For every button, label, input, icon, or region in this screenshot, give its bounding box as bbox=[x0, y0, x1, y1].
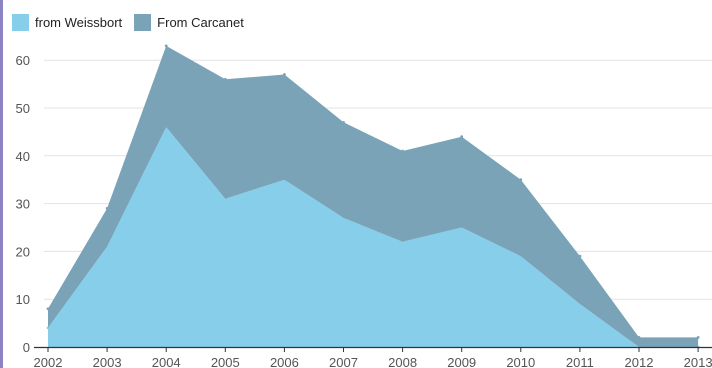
x-tick-label: 2010 bbox=[506, 355, 535, 368]
legend-label-carcanet: From Carcanet bbox=[157, 15, 244, 30]
area-series-carcanet bbox=[48, 45, 699, 348]
legend-swatch-carcanet bbox=[134, 14, 152, 31]
data-point bbox=[342, 120, 345, 124]
x-tick-label: 2012 bbox=[625, 355, 654, 368]
x-tick-label: 2007 bbox=[329, 355, 358, 368]
y-tick-label: 50 bbox=[16, 101, 30, 116]
legend-item-carcanet: From Carcanet bbox=[134, 14, 244, 31]
legend-item-weissbort: from Weissbort bbox=[12, 14, 122, 31]
data-point bbox=[637, 336, 641, 339]
x-tick-label: 2004 bbox=[152, 355, 181, 368]
y-tick-label: 0 bbox=[23, 340, 30, 355]
y-tick-label: 10 bbox=[16, 292, 30, 307]
left-border bbox=[0, 0, 3, 368]
data-point bbox=[578, 254, 582, 258]
x-tick-label: 2002 bbox=[34, 355, 63, 368]
legend-swatch-weissbort bbox=[12, 14, 29, 31]
x-tick-label: 2006 bbox=[270, 355, 299, 368]
data-point bbox=[283, 73, 286, 76]
data-point bbox=[460, 135, 464, 139]
x-tick-label: 2011 bbox=[566, 355, 594, 368]
y-tick-label: 30 bbox=[16, 197, 30, 212]
data-point bbox=[519, 178, 523, 182]
data-point bbox=[696, 336, 700, 339]
x-tick-label: 2005 bbox=[211, 355, 240, 368]
data-point bbox=[105, 206, 109, 210]
data-point bbox=[46, 307, 50, 311]
data-point bbox=[401, 149, 404, 153]
x-tick-label: 2003 bbox=[93, 355, 122, 368]
data-point bbox=[164, 44, 168, 48]
area-series-weissbort bbox=[48, 127, 699, 347]
y-tick-label: 60 bbox=[16, 53, 30, 68]
x-tick-label: 2008 bbox=[388, 355, 417, 368]
x-tick-label: 2009 bbox=[447, 355, 476, 368]
y-tick-label: 40 bbox=[16, 149, 30, 164]
legend: from Weissbort From Carcanet bbox=[12, 14, 256, 31]
legend-label-weissbort: from Weissbort bbox=[35, 15, 123, 30]
x-tick-label: 2013 bbox=[684, 355, 712, 368]
data-point bbox=[223, 77, 227, 81]
y-tick-label: 20 bbox=[16, 244, 30, 259]
